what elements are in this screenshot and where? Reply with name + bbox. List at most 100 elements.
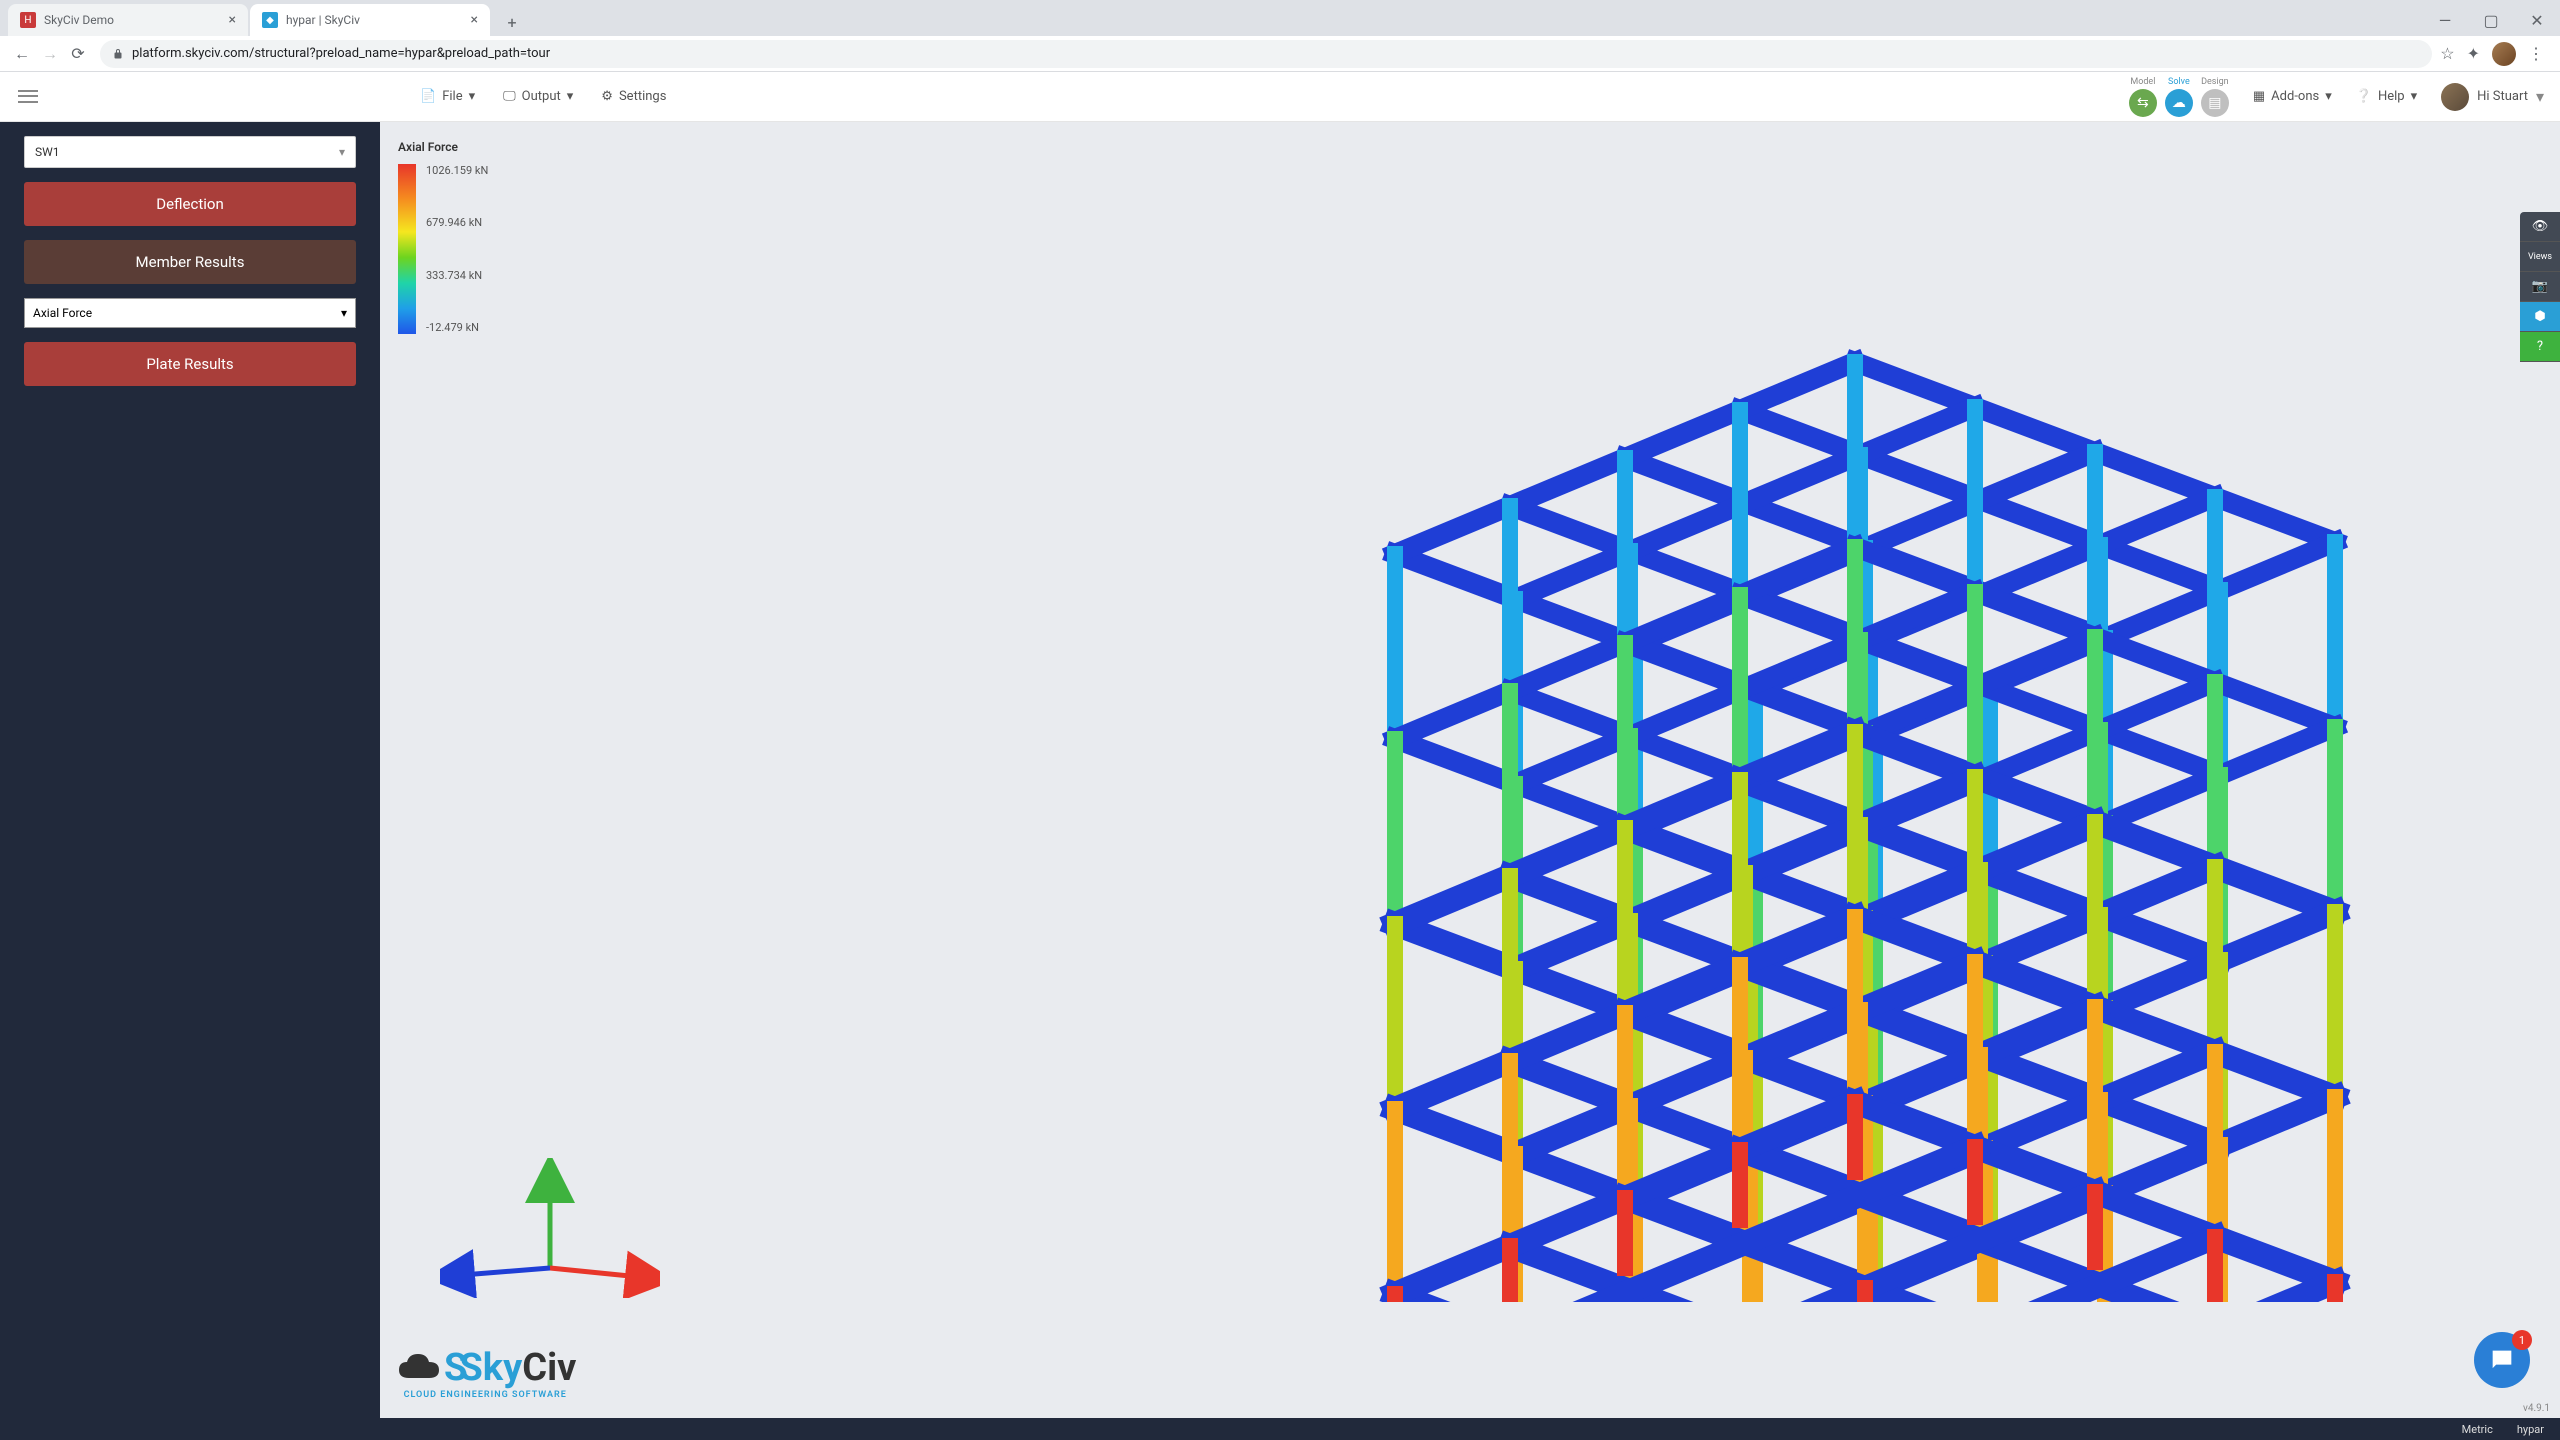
browser-tab-active[interactable]: ◆ hypar | SkyCiv × <box>250 4 490 36</box>
tab-strip: H SkyCiv Demo × ◆ hypar | SkyCiv × + — ▢… <box>0 0 2560 36</box>
member-results-label: Member Results <box>136 253 245 271</box>
file-menu[interactable]: 📄 File ▾ <box>420 89 475 104</box>
legend-value: -12.479 kN <box>426 321 488 334</box>
version-label: v4.9.1 <box>2523 1403 2550 1414</box>
close-window-icon[interactable]: ✕ <box>2514 4 2560 36</box>
plate-results-label: Plate Results <box>146 355 233 373</box>
lock-icon <box>112 48 124 60</box>
chevron-down-icon: ▾ <box>2536 87 2544 106</box>
legend-labels: 1026.159 kN 679.946 kN 333.734 kN -12.47… <box>426 164 488 334</box>
chevron-down-icon: ▾ <box>341 306 347 320</box>
results-sidebar: SW1 ▾ Deflection Member Results Axial Fo… <box>0 122 380 1418</box>
address-bar: ← → ⟳ platform.skyciv.com/structural?pre… <box>0 36 2560 72</box>
legend-value: 1026.159 kN <box>426 164 488 177</box>
forward-icon[interactable]: → <box>36 40 64 68</box>
star-icon[interactable]: ☆ <box>2440 44 2454 63</box>
color-legend: Axial Force 1026.159 kN 679.946 kN 333.7… <box>398 140 488 334</box>
camera-tool[interactable]: 📷 <box>2520 272 2560 302</box>
deflection-button[interactable]: Deflection <box>24 182 356 226</box>
file-icon: 📄 <box>420 89 436 104</box>
addons-label: Add-ons <box>2271 89 2319 104</box>
browser-chrome: H SkyCiv Demo × ◆ hypar | SkyCiv × + — ▢… <box>0 0 2560 72</box>
chevron-down-icon: ▾ <box>469 89 476 104</box>
close-icon[interactable]: × <box>471 12 478 28</box>
project-label[interactable]: hypar <box>2517 1423 2544 1436</box>
extensions-icon[interactable]: ✦ <box>2467 44 2480 63</box>
views-tool[interactable]: Views <box>2520 242 2560 272</box>
window-controls: — ▢ ✕ <box>2422 4 2560 36</box>
reload-icon[interactable]: ⟳ <box>64 40 92 68</box>
output-label: Output <box>522 89 561 104</box>
help-label: Help <box>2378 89 2405 104</box>
view-toolbar: 👁 Views 📷 ⬢ ? <box>2520 212 2560 362</box>
monitor-icon: 🖵 <box>503 89 516 104</box>
structure-render <box>1320 302 2390 1302</box>
grid-icon: ▦ <box>2253 89 2265 104</box>
model-status-label: Model <box>2130 77 2155 87</box>
solve-status-label: Solve <box>2168 77 2190 87</box>
chevron-down-icon: ▾ <box>339 145 345 159</box>
browser-tab-inactive[interactable]: H SkyCiv Demo × <box>8 4 248 36</box>
cube-tool[interactable]: ⬢ <box>2520 302 2560 332</box>
profile-avatar[interactable] <box>2492 42 2516 66</box>
user-menu[interactable]: Hi Stuart ▾ <box>2441 83 2544 111</box>
main-content: SW1 ▾ Deflection Member Results Axial Fo… <box>0 122 2560 1418</box>
help-icon: ❔ <box>2356 89 2372 104</box>
logo-text: Sky <box>459 1346 522 1390</box>
cloud-icon: ☁ <box>2165 89 2193 117</box>
chevron-down-icon: ▾ <box>2325 89 2332 104</box>
axis-gizmo[interactable] <box>440 1158 660 1298</box>
chat-icon <box>2488 1346 2516 1374</box>
load-combo-select[interactable]: SW1 ▾ <box>24 136 356 168</box>
url-input[interactable]: platform.skyciv.com/structural?preload_n… <box>100 40 2432 68</box>
status-pills: Model ⇆ Solve ☁ Design ▤ <box>2129 77 2229 117</box>
user-greeting: Hi Stuart <box>2477 89 2528 104</box>
result-type-select[interactable]: Axial Force ▾ <box>24 298 356 328</box>
close-icon[interactable]: × <box>229 12 236 28</box>
visibility-tool[interactable]: 👁 <box>2520 212 2560 242</box>
units-label[interactable]: Metric <box>2462 1423 2493 1436</box>
hamburger-icon[interactable] <box>16 85 40 109</box>
addons-menu[interactable]: ▦ Add-ons ▾ <box>2253 89 2332 104</box>
output-menu[interactable]: 🖵 Output ▾ <box>503 89 573 104</box>
skyciv-logo: S Sky Civ CLOUD ENGINEERING SOFTWARE <box>394 1346 576 1400</box>
settings-label: Settings <box>619 89 666 104</box>
plate-results-button[interactable]: Plate Results <box>24 342 356 386</box>
model-status[interactable]: Model ⇆ <box>2129 77 2157 117</box>
result-type-value: Axial Force <box>33 306 92 320</box>
favicon: ◆ <box>262 12 278 28</box>
legend-title: Axial Force <box>398 140 488 154</box>
tab-title: SkyCiv Demo <box>44 13 114 27</box>
chevron-down-icon: ▾ <box>567 89 574 104</box>
design-status-label: Design <box>2201 77 2229 87</box>
minimize-icon[interactable]: — <box>2422 4 2468 36</box>
logo-tagline: CLOUD ENGINEERING SOFTWARE <box>404 1390 567 1400</box>
maximize-icon[interactable]: ▢ <box>2468 4 2514 36</box>
new-tab-button[interactable]: + <box>498 8 526 36</box>
member-results-button[interactable]: Member Results <box>24 240 356 284</box>
chat-button[interactable]: 1 <box>2474 1332 2530 1388</box>
legend-value: 333.734 kN <box>426 269 488 282</box>
app-toolbar: 📄 File ▾ 🖵 Output ▾ ⚙ Settings Model ⇆ S… <box>0 72 2560 122</box>
url-text: platform.skyciv.com/structural?preload_n… <box>132 46 550 61</box>
help-tool[interactable]: ? <box>2520 332 2560 362</box>
solve-status[interactable]: Solve ☁ <box>2165 77 2193 117</box>
favicon: H <box>20 12 36 28</box>
legend-value: 679.946 kN <box>426 216 488 229</box>
back-icon[interactable]: ← <box>8 40 36 68</box>
logo-text: Civ <box>522 1346 576 1390</box>
doc-icon: ▤ <box>2201 89 2229 117</box>
cloud-icon <box>394 1348 444 1388</box>
gear-icon: ⚙ <box>601 89 613 104</box>
status-bar: Metric hypar <box>0 1418 2560 1440</box>
menu-icon[interactable]: ⋮ <box>2528 44 2544 63</box>
tab-title: hypar | SkyCiv <box>286 13 360 27</box>
design-status[interactable]: Design ▤ <box>2201 77 2229 117</box>
help-menu[interactable]: ❔ Help ▾ <box>2356 89 2417 104</box>
load-combo-value: SW1 <box>35 145 60 159</box>
file-label: File <box>442 89 462 104</box>
deflection-label: Deflection <box>156 195 224 213</box>
settings-menu[interactable]: ⚙ Settings <box>601 89 666 104</box>
chevron-down-icon: ▾ <box>2411 89 2418 104</box>
viewport-canvas[interactable]: Axial Force 1026.159 kN 679.946 kN 333.7… <box>380 122 2560 1418</box>
